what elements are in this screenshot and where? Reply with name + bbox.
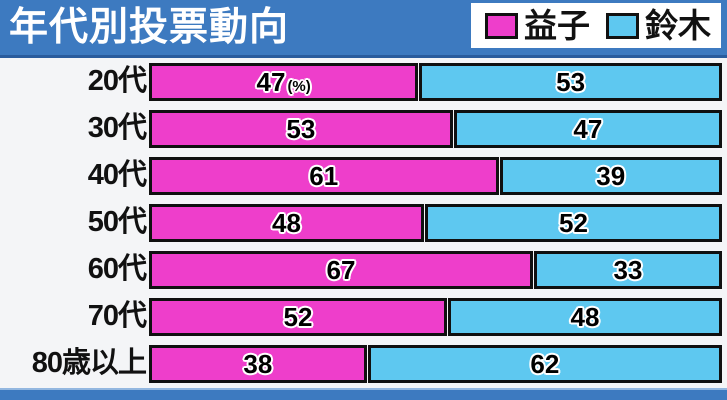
- bar-value: 48: [570, 301, 600, 332]
- bar-value: 67: [326, 254, 356, 285]
- age-label: 30代: [87, 112, 147, 144]
- legend-label-suzuki: 鈴木: [645, 7, 711, 44]
- age-row: 20代 47 (%) 53: [0, 58, 727, 105]
- bar-segment-mashiko: 61: [149, 156, 499, 195]
- bar-value: 61: [309, 160, 339, 191]
- bar-value: 39: [596, 160, 626, 191]
- percent-unit-label: (%): [287, 77, 311, 95]
- legend: 益子 鈴木: [471, 3, 721, 48]
- bar-value: 47 (%): [256, 66, 311, 97]
- stacked-bar: 53 47: [149, 109, 722, 148]
- age-label: 20代: [87, 65, 147, 97]
- age-label: 40代: [87, 159, 147, 191]
- stacked-bar: 67 33: [149, 250, 722, 289]
- bar-segment-suzuki: 53: [419, 62, 722, 101]
- title-bar: 年代別投票動向 益子 鈴木: [0, 0, 727, 58]
- age-row: 40代 61 39: [0, 152, 727, 199]
- bar-segment-suzuki: 62: [367, 344, 722, 383]
- legend-label-mashiko: 益子: [524, 7, 590, 44]
- stacked-bar: 38 62: [149, 344, 722, 383]
- stacked-bar: 48 52: [149, 203, 722, 242]
- age-row: 80歳以上 38 62: [0, 340, 727, 387]
- bar-value: 62: [530, 348, 560, 379]
- age-row: 30代 53 47: [0, 105, 727, 152]
- bar-chart-area: 20代 47 (%) 53 30代 53 47 40代 61 39 50代 48 52 60代 67 33 70…: [0, 58, 727, 387]
- bar-segment-mashiko: 38: [149, 344, 367, 383]
- bar-value: 38: [243, 348, 273, 379]
- bar-segment-mashiko: 53: [149, 109, 453, 148]
- bar-value: 53: [286, 113, 316, 144]
- age-row: 70代 52 48: [0, 293, 727, 340]
- bar-segment-suzuki: 33: [533, 250, 722, 289]
- bar-value: 53: [556, 66, 586, 97]
- age-label: 50代: [87, 206, 147, 238]
- bar-value: 52: [559, 207, 588, 238]
- age-row: 60代 67 33: [0, 246, 727, 293]
- legend-swatch-mashiko: [485, 12, 518, 39]
- bar-segment-mashiko: 48: [149, 203, 425, 242]
- age-label: 70代: [87, 300, 147, 332]
- footer-bar: [0, 388, 727, 400]
- bar-segment-mashiko: 67: [149, 250, 533, 289]
- bar-value: 47: [573, 113, 603, 144]
- stacked-bar: 47 (%) 53: [149, 62, 722, 101]
- age-label: 80歳以上: [31, 347, 147, 379]
- bar-segment-suzuki: 52: [425, 203, 722, 242]
- bar-segment-suzuki: 47: [453, 109, 722, 148]
- bar-value: 52: [283, 301, 313, 332]
- bar-segment-suzuki: 39: [499, 156, 722, 195]
- bar-segment-mashiko: 52: [149, 297, 447, 336]
- bar-segment-mashiko: 47 (%): [149, 62, 419, 101]
- stacked-bar: 52 48: [149, 297, 722, 336]
- age-row: 50代 48 52: [0, 199, 727, 246]
- bar-value: 48: [272, 207, 301, 238]
- age-label: 60代: [87, 253, 147, 285]
- legend-swatch-suzuki: [606, 12, 639, 39]
- chart-title: 年代別投票動向: [9, 6, 290, 49]
- bar-segment-suzuki: 48: [447, 297, 722, 336]
- bar-value: 33: [613, 254, 643, 285]
- stacked-bar: 61 39: [149, 156, 722, 195]
